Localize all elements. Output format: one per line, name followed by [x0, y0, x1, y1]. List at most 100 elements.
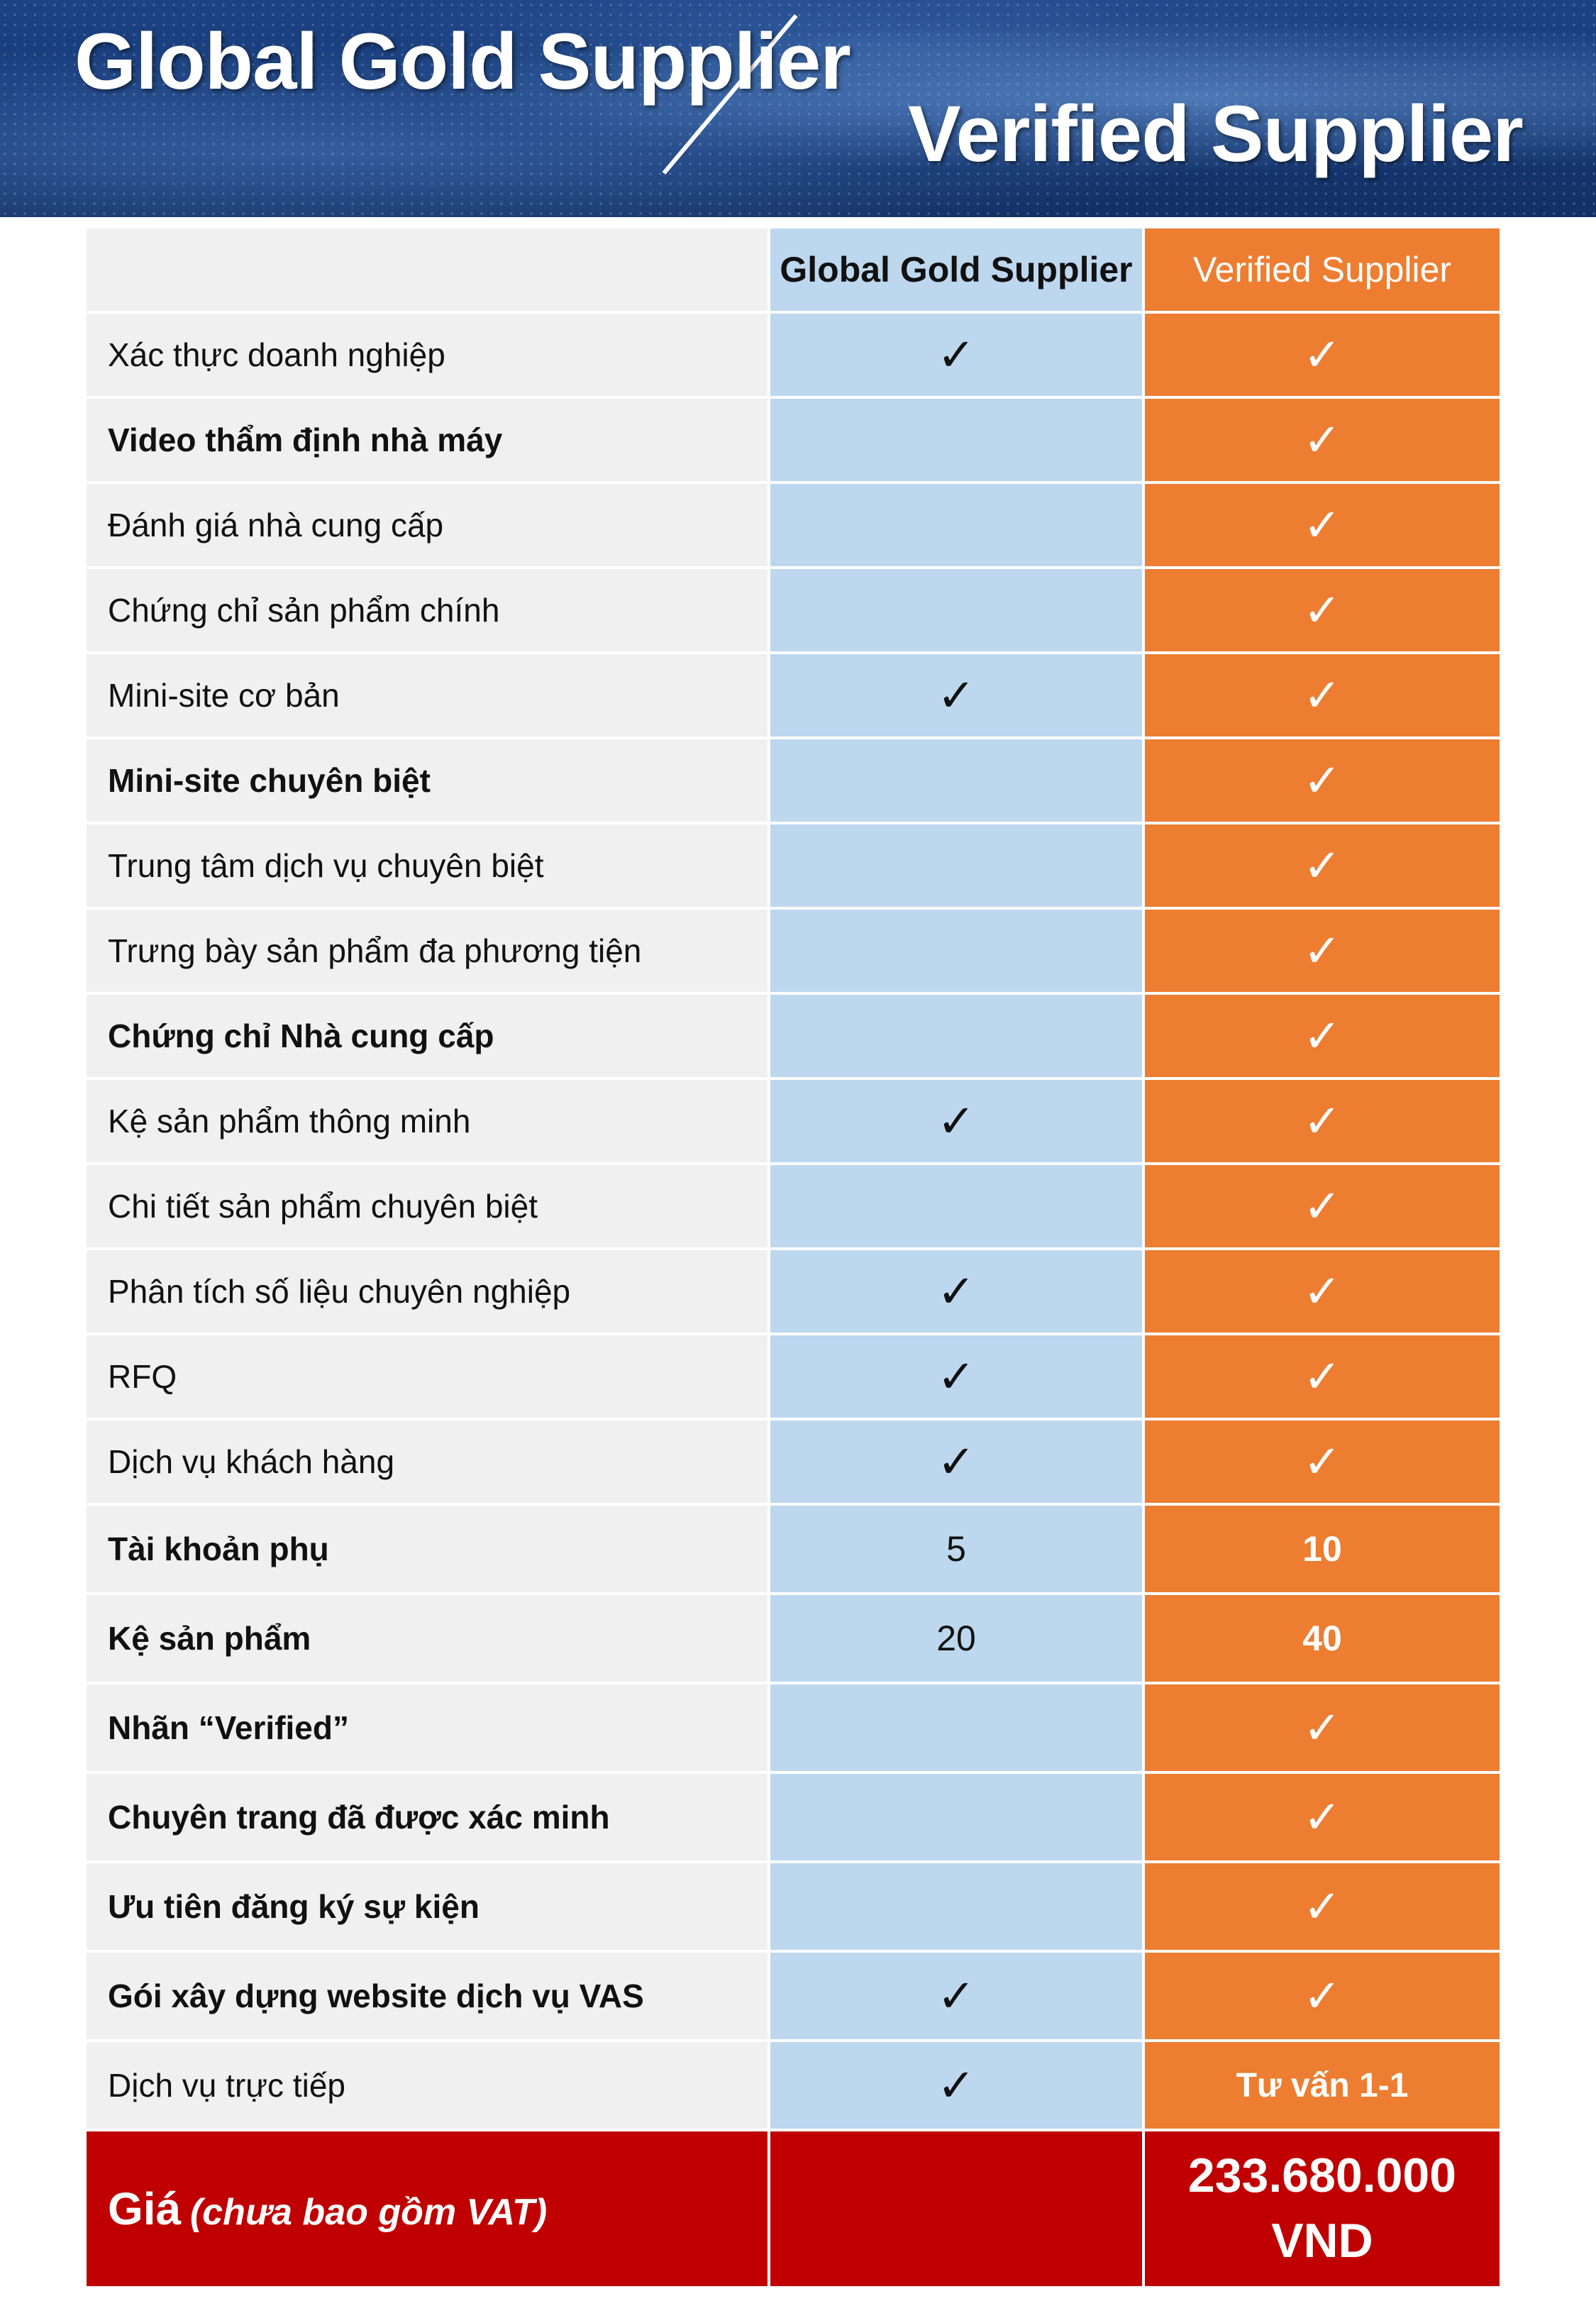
verified-cell: ✓ [1143, 653, 1500, 739]
feature-cell: Chuyên trang đã được xác minh [87, 1772, 769, 1863]
feature-label: Nhãn “Verified” [108, 1709, 349, 1746]
check-icon: ✓ [1303, 1265, 1341, 1317]
check-icon: ✓ [1303, 1350, 1341, 1402]
gold-cell [767, 1683, 1145, 1774]
gold-cell: ✓ [767, 1951, 1145, 2042]
feature-label: Kệ sản phẩm thông minh [108, 1103, 471, 1140]
check-icon: ✓ [937, 2059, 975, 2111]
check-icon: ✓ [1303, 414, 1341, 465]
feature-cell: Dịch vụ khách hàng [87, 1419, 769, 1506]
table-row: Nhãn “Verified” ✓ [87, 1683, 1500, 1774]
gold-value: 20 [936, 1618, 976, 1658]
verified-cell: ✓ [1143, 1078, 1500, 1165]
feature-cell: Kệ sản phẩm [87, 1594, 769, 1684]
gold-cell [767, 397, 1145, 484]
price-label: Giá [108, 2183, 182, 2234]
gold-cell [767, 993, 1145, 1080]
verified-cell: Tư vấn 1-1 [1143, 2041, 1500, 2131]
check-icon: ✓ [1303, 584, 1341, 636]
gold-cell: ✓ [767, 2041, 1145, 2131]
table-row: Chi tiết sản phẩm chuyên biệt ✓ [87, 1164, 1500, 1250]
feature-label: Dịch vụ trực tiếp [108, 2067, 346, 2104]
price-note: (chưa bao gồm VAT) [189, 2192, 548, 2233]
price-label-cell: Giá (chưa bao gồm VAT) [87, 2130, 769, 2286]
check-icon: ✓ [1303, 329, 1341, 380]
feature-label: Chứng chỉ Nhà cung cấp [108, 1017, 494, 1054]
table-row: Đánh giá nhà cung cấp ✓ [87, 482, 1500, 569]
table-row: Chứng chỉ Nhà cung cấp ✓ [87, 993, 1500, 1080]
check-icon: ✓ [1303, 1791, 1341, 1843]
verified-cell: ✓ [1143, 738, 1500, 824]
feature-label: RFQ [108, 1358, 177, 1395]
check-icon: ✓ [1303, 1095, 1341, 1147]
verified-cell: ✓ [1143, 1249, 1500, 1335]
price-currency: VND [1271, 2214, 1373, 2268]
header-verified-cell: Verified Supplier [1143, 228, 1500, 314]
header-gold-cell: Global Gold Supplier [767, 228, 1145, 314]
table-row: Dịch vụ khách hàng ✓ ✓ [87, 1419, 1500, 1506]
feature-label: Chuyên trang đã được xác minh [108, 1799, 610, 1836]
check-icon: ✓ [937, 1265, 975, 1317]
price-gold-cell [767, 2130, 1145, 2286]
verified-cell: ✓ [1143, 993, 1500, 1080]
feature-cell: Ưu tiên đăng ký sự kiện [87, 1862, 769, 1953]
feature-cell: Gói xây dựng website dịch vụ VAS [87, 1951, 769, 2042]
check-icon: ✓ [937, 1970, 975, 2021]
feature-cell: Mini-site chuyên biệt [87, 738, 769, 824]
table-row: Chứng chỉ sản phẩm chính ✓ [87, 568, 1500, 654]
header-banner: Global Gold Supplier Verified Supplier [0, 0, 1596, 217]
feature-label: Đánh giá nhà cung cấp [108, 507, 444, 544]
table-row: Trưng bày sản phẩm đa phương tiện ✓ [87, 908, 1500, 995]
table-row: Xác thực doanh nghiệp ✓ ✓ [87, 312, 1500, 399]
verified-cell: ✓ [1143, 823, 1500, 910]
feature-cell: Video thẩm định nhà máy [87, 397, 769, 484]
feature-label: Chi tiết sản phẩm chuyên biệt [108, 1188, 538, 1225]
table-header-row: Global Gold Supplier Verified Supplier [87, 228, 1500, 314]
check-icon: ✓ [1303, 1180, 1341, 1232]
feature-label: Mini-site chuyên biệt [108, 762, 431, 799]
verified-cell: ✓ [1143, 1862, 1500, 1953]
verified-cell: ✓ [1143, 1334, 1500, 1420]
verified-cell: ✓ [1143, 1683, 1500, 1774]
check-icon: ✓ [1303, 925, 1341, 976]
verified-cell: ✓ [1143, 908, 1500, 995]
banner-title-gold: Global Gold Supplier [74, 17, 851, 106]
feature-cell: Chi tiết sản phẩm chuyên biệt [87, 1164, 769, 1250]
check-icon: ✓ [937, 1350, 975, 1402]
verified-cell: 40 [1143, 1594, 1500, 1684]
feature-cell: Kệ sản phẩm thông minh [87, 1078, 769, 1165]
price-amount: 233.680.000 [1187, 2148, 1457, 2203]
gold-cell [767, 823, 1145, 910]
check-icon: ✓ [1303, 1701, 1341, 1753]
check-icon: ✓ [937, 669, 975, 721]
feature-cell: Dịch vụ trực tiếp [87, 2041, 769, 2131]
gold-cell [767, 1772, 1145, 1863]
verified-value: Tư vấn 1-1 [1236, 2066, 1409, 2104]
check-icon: ✓ [937, 1095, 975, 1147]
gold-cell [767, 568, 1145, 654]
check-icon: ✓ [1303, 1435, 1341, 1487]
table-row: Kệ sản phẩm 20 40 [87, 1594, 1500, 1684]
check-icon: ✓ [1303, 1880, 1341, 1932]
gold-cell: ✓ [767, 653, 1145, 739]
check-icon: ✓ [1303, 499, 1341, 551]
table-row: Dịch vụ trực tiếp ✓ Tư vấn 1-1 [87, 2041, 1500, 2131]
feature-cell: Mini-site cơ bản [87, 653, 769, 739]
gold-cell: ✓ [767, 1078, 1145, 1165]
feature-label: Gói xây dựng website dịch vụ VAS [108, 1977, 644, 2014]
verified-cell: ✓ [1143, 312, 1500, 399]
feature-label: Trung tâm dịch vụ chuyên biệt [108, 847, 544, 884]
gold-cell: ✓ [767, 1249, 1145, 1335]
table-row: Phân tích số liệu chuyên nghiệp ✓ ✓ [87, 1249, 1500, 1335]
table-row: Gói xây dựng website dịch vụ VAS ✓ ✓ [87, 1951, 1500, 2042]
gold-cell: ✓ [767, 1419, 1145, 1506]
verified-cell: ✓ [1143, 1164, 1500, 1250]
verified-cell: ✓ [1143, 397, 1500, 484]
verified-value: 40 [1302, 1618, 1342, 1658]
feature-label: Kệ sản phẩm [108, 1620, 311, 1657]
gold-cell: 5 [767, 1504, 1145, 1595]
feature-label: Trưng bày sản phẩm đa phương tiện [108, 932, 642, 969]
feature-label: Xác thực doanh nghiệp [108, 336, 445, 373]
gold-cell [767, 1164, 1145, 1250]
feature-cell: Trưng bày sản phẩm đa phương tiện [87, 908, 769, 995]
